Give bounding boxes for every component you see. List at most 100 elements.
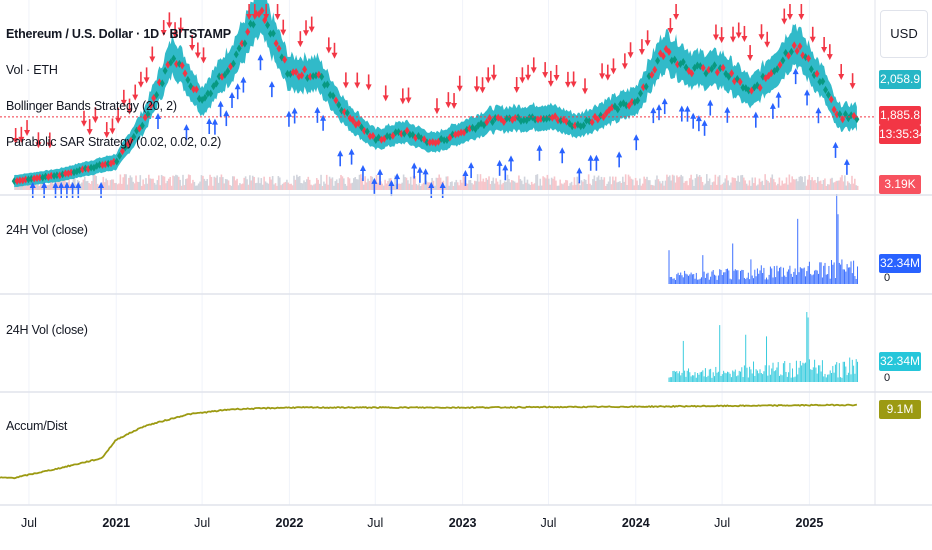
volume-bar xyxy=(15,184,18,190)
x-tick-label: Jul xyxy=(194,516,211,530)
legend-vol24-b[interactable]: 24H Vol (close) xyxy=(6,323,88,337)
candle xyxy=(82,164,88,173)
legend-volume[interactable]: Vol · ETH xyxy=(6,63,58,77)
vol24-bar xyxy=(769,374,771,382)
volume-bar xyxy=(822,179,825,190)
sell-arrow-head xyxy=(433,108,440,115)
volume-bar xyxy=(199,181,201,190)
strategy-signals xyxy=(12,4,856,198)
volume-bar xyxy=(432,180,435,190)
volume-bar xyxy=(832,182,835,190)
volume-bar xyxy=(656,175,658,190)
sell-arrow-head xyxy=(18,136,25,143)
buy-arrow-head xyxy=(428,182,435,188)
volume-bar xyxy=(46,185,49,190)
legend-psar[interactable]: Parabolic SAR Strategy (0.02, 0.02, 0.2) xyxy=(6,135,222,149)
vol24-bar xyxy=(740,270,742,284)
legend-bollinger[interactable]: Bollinger Bands Strategy (20, 2) xyxy=(6,99,177,113)
sell-arrow-head xyxy=(667,28,674,35)
volume-bar xyxy=(334,181,337,190)
vol24-bar xyxy=(716,372,718,382)
candle xyxy=(666,47,672,56)
vol24-bar xyxy=(782,267,784,284)
candle xyxy=(532,115,538,124)
volume-bar xyxy=(196,185,199,190)
vol24-bar xyxy=(833,262,835,284)
vol24-bar xyxy=(776,367,778,382)
candle xyxy=(652,65,658,74)
volume-bar xyxy=(760,181,762,190)
volume-bar xyxy=(251,175,254,190)
vol24-bar xyxy=(708,279,710,284)
sell-arrow-head xyxy=(638,49,645,56)
vol24-bar xyxy=(697,279,699,284)
volume-bar xyxy=(170,185,173,190)
volume-bar xyxy=(525,182,527,190)
vol24-bar xyxy=(803,267,805,284)
candle xyxy=(404,126,410,135)
volume-bar xyxy=(536,174,539,190)
buy-arrow-head xyxy=(439,182,446,188)
candle xyxy=(17,176,23,185)
vol24-bar xyxy=(671,377,673,382)
volume-bar xyxy=(459,179,462,190)
buy-arrow-head xyxy=(371,177,378,184)
volume-bar xyxy=(116,184,119,190)
buy-arrow-head xyxy=(656,104,663,111)
volume-bar xyxy=(287,182,290,190)
buy-arrow-head xyxy=(536,144,543,151)
volume-bar xyxy=(354,177,357,190)
volume-bar xyxy=(785,177,788,190)
vol24-bar xyxy=(805,362,807,382)
vol24-bar xyxy=(854,373,856,382)
volume-bar xyxy=(468,180,470,190)
buy-arrow-head xyxy=(616,151,623,158)
volume-bar xyxy=(852,183,855,190)
vol24-bar xyxy=(788,269,790,284)
legend-vol24-a[interactable]: 24H Vol (close) xyxy=(6,223,88,237)
volume-bar xyxy=(846,181,849,190)
volume-bar xyxy=(787,184,789,190)
volume-bar xyxy=(489,184,492,190)
candle xyxy=(256,10,262,19)
volume-bar xyxy=(249,175,251,190)
volume-bar xyxy=(48,184,50,190)
volume-bar xyxy=(436,177,439,190)
vol24-bar xyxy=(675,279,677,284)
buy-arrow-head xyxy=(257,54,264,61)
volume-bar xyxy=(577,182,580,190)
volume-bar xyxy=(637,185,640,190)
sell-arrow-head xyxy=(627,52,634,59)
volume-bar xyxy=(180,185,183,190)
volume-bar xyxy=(232,176,234,190)
candle xyxy=(191,85,197,94)
vol24-bar xyxy=(756,370,758,382)
volume-bar xyxy=(130,177,133,190)
vol24-bar xyxy=(714,376,716,382)
vol24-bar xyxy=(795,274,797,284)
buy-arrow-head xyxy=(468,162,475,169)
volume-bar xyxy=(384,179,386,190)
volume-bar xyxy=(781,180,784,190)
vol24-bar xyxy=(812,367,814,382)
volume-bar xyxy=(317,179,320,190)
buy-arrow-head xyxy=(416,166,423,173)
symbol-title[interactable]: Ethereum / U.S. Dollar · 1D · BITSTAMP xyxy=(6,27,231,41)
currency-button[interactable]: USD xyxy=(880,10,928,58)
vol24-bar xyxy=(857,266,859,284)
vol24-bar xyxy=(755,369,757,382)
volume-bar xyxy=(688,178,691,190)
volume-bar xyxy=(427,182,429,190)
candle xyxy=(552,112,558,121)
volume-bar xyxy=(129,175,132,190)
vol24-bar xyxy=(702,370,704,382)
volume-bar xyxy=(607,181,610,190)
candle xyxy=(729,69,735,78)
candle xyxy=(173,59,179,68)
legend-accum-dist[interactable]: Accum/Dist xyxy=(6,419,68,433)
volume-bar xyxy=(674,182,677,190)
vol24-bar xyxy=(842,269,844,284)
volume-bar xyxy=(670,180,673,190)
volume-bar xyxy=(506,174,509,190)
